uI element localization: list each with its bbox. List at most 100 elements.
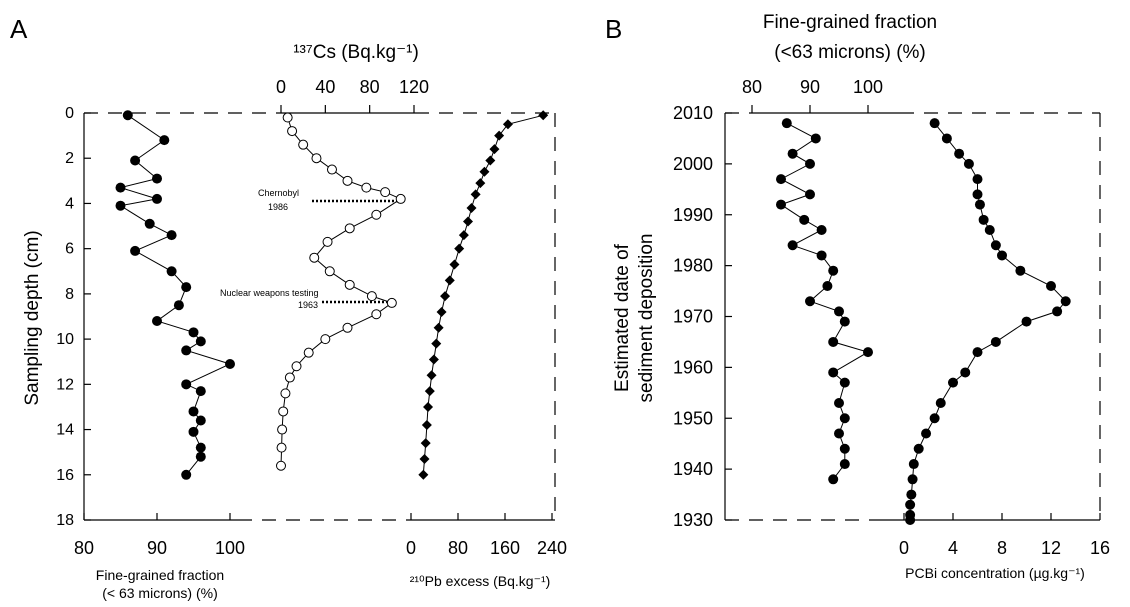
pcb-series-point (963, 158, 974, 169)
pcb-series-point (906, 489, 917, 500)
b-fine-fraction-series-point (776, 199, 786, 210)
panel-a-y-tick-label: 14 (56, 422, 74, 439)
pb210-series-point (426, 370, 437, 381)
b-fine-fraction-series-point (816, 250, 827, 261)
cs137-series-point (366, 291, 377, 302)
panel-b-top-axis-label: Fine-grained fraction (763, 12, 937, 33)
cs137-series-line (280, 117, 402, 466)
pcb-series-point (972, 174, 983, 185)
fine-fraction-series-point (188, 426, 199, 437)
pb210-series-point (494, 130, 505, 141)
panel-a-cs-tick-label: 40 (315, 77, 335, 97)
cs137-series-point (322, 236, 333, 247)
panel-b-bottom-tick-label: 0 (899, 538, 909, 558)
panel-a-y-tick-label: 12 (56, 376, 74, 393)
fine-fraction-series-point (195, 451, 206, 462)
pcb-series-line (909, 122, 1067, 520)
b-fine-fraction-series-point (776, 174, 786, 185)
cs137-series-point (344, 279, 355, 290)
panel-a-fine-ticks: 80 90 100 (74, 513, 245, 558)
panel-b-y-tick-label: 1950 (673, 408, 713, 428)
pcb-series-point (984, 225, 995, 236)
panel-label-a: A (10, 14, 28, 44)
pcb-series-point (913, 443, 924, 454)
pcb-series-point (960, 367, 971, 378)
panel-a-fine-axis-label: Fine-grained fraction (96, 567, 224, 583)
panel-b-y-tick-label: 2010 (673, 103, 713, 123)
panel-b-bottom-ticks: 0 4 8 12 16 (899, 513, 1110, 558)
panel-b-bottom-tick-label: 12 (1041, 538, 1061, 558)
pcb-series-point (990, 240, 1001, 251)
panel-a-y-tick-label: 0 (65, 105, 74, 122)
b-fine-fraction-series-point (834, 306, 844, 317)
panel-b-y-tick-label: 1980 (673, 256, 713, 276)
cs137-series-point (395, 193, 406, 204)
fine-fraction-series-point (152, 316, 162, 327)
cs137-series-point (361, 182, 372, 193)
pb210-series-point (436, 306, 447, 317)
panel-b-bottom-tick-label: 4 (948, 538, 958, 558)
cs137-series-point (311, 153, 322, 164)
b-fine-fraction-series-point (828, 367, 839, 378)
b-fine-fraction-series-point (839, 443, 850, 454)
b-fine-fraction-series-point (828, 474, 839, 485)
b-fine-fraction-series-point (839, 377, 850, 388)
panel-b-y-ticks: 2010 2000 1990 1980 1970 1960 1950 1940 1930 (673, 103, 732, 530)
pcb-series-point (921, 428, 932, 439)
pb210-series-point (502, 119, 513, 130)
b-fine-fraction-series-point (805, 189, 815, 200)
b-fine-fraction-series-point (805, 158, 815, 169)
panel-b-y-axis-label-2: sediment deposition (636, 234, 657, 403)
pcb-series-point (929, 413, 940, 424)
cs137-series-point (278, 406, 289, 417)
cs137-series-point (371, 209, 382, 220)
cs137-series-point (280, 388, 291, 399)
fine-fraction-series-point (115, 182, 126, 193)
cs137-series-point (277, 424, 288, 435)
pb210-series-point (466, 202, 477, 213)
fine-fraction-series-point (152, 193, 162, 204)
b-fine-fraction-series-point (863, 347, 873, 358)
pcb-series-point (990, 336, 1001, 347)
panel-a-pb-ticks: 0 80 160 240 (406, 513, 567, 558)
fine-fraction-series-point (195, 442, 206, 453)
b-fine-fraction-series-line (779, 122, 870, 480)
cs137-series-point (344, 223, 355, 234)
pcb-series-point (974, 199, 985, 210)
cs137-series-point (342, 175, 353, 186)
panel-label-b: B (605, 14, 622, 44)
fine-fraction-series-point (181, 345, 192, 356)
fine-fraction-series-point (166, 266, 177, 277)
cs137-series-point (342, 322, 353, 333)
pcb-series-point (972, 189, 983, 200)
panel-a-pb-tick-label: 80 (448, 538, 468, 558)
pcb-series-point (929, 118, 940, 129)
panel-a-y-tick-label: 16 (56, 467, 74, 484)
panel-a-cs-ticks: 0 40 80 120 (276, 77, 429, 113)
pb210-series-point (475, 178, 486, 189)
b-fine-fraction-series-point (834, 428, 844, 439)
weapons-testing-year: 1963 (298, 300, 318, 310)
fine-fraction-series-point (195, 415, 206, 426)
pb210-series-point (419, 453, 430, 464)
panel-a-y-ticks: 0 2 4 6 8 10 12 14 16 18 (56, 105, 91, 529)
cs137-series-point (371, 309, 382, 320)
cs137-series-point (276, 442, 287, 453)
pb210-series-point (421, 420, 432, 431)
panel-b-bottom-tick-label: 16 (1090, 538, 1110, 558)
b-fine-fraction-series-point (781, 118, 792, 129)
cs137-series-point (303, 347, 314, 358)
fine-fraction-series-point (195, 336, 206, 347)
pcb-series-point (905, 499, 916, 510)
panel-b-y-tick-label: 1960 (673, 357, 713, 377)
pb210-series-point (449, 259, 460, 270)
fine-fraction-series-point (195, 386, 206, 397)
panel-a-pb-tick-label: 240 (537, 538, 567, 558)
panel-a-pb-axis-label: ²¹⁰Pb excess (Bq.kg⁻¹) (410, 573, 551, 589)
b-fine-fraction-series-point (828, 265, 839, 276)
cs137-series-point (309, 252, 320, 263)
panel-a-y-axis-label: Sampling depth (cm) (22, 230, 43, 405)
panel-a-cs-tick-label: 0 (276, 77, 286, 97)
cs137-series-point (320, 334, 331, 345)
